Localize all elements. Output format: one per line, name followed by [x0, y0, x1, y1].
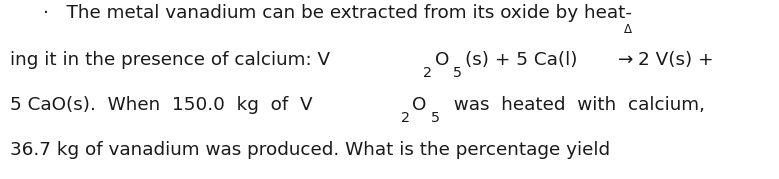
- Text: 5 CaO(s).  When  150.0  kg  of  V: 5 CaO(s). When 150.0 kg of V: [10, 96, 312, 114]
- Text: 2: 2: [400, 111, 410, 125]
- Text: was  heated  with  calcium,: was heated with calcium,: [442, 96, 705, 114]
- Text: (s) + 5 Ca(l): (s) + 5 Ca(l): [465, 51, 583, 69]
- Text: 36.7 kg of vanadium was produced. What is the percentage yield: 36.7 kg of vanadium was produced. What i…: [10, 141, 610, 159]
- Text: 2: 2: [423, 66, 432, 80]
- Text: Δ: Δ: [624, 23, 632, 36]
- Text: 5: 5: [431, 111, 440, 125]
- Text: →: →: [618, 51, 633, 69]
- Text: ing it in the presence of calcium: V: ing it in the presence of calcium: V: [10, 51, 330, 69]
- Text: 5: 5: [453, 66, 463, 80]
- Text: O: O: [435, 51, 449, 69]
- Text: 2 V(s) +: 2 V(s) +: [637, 51, 713, 69]
- Text: ·   The metal vanadium can be extracted from its oxide by heat-: · The metal vanadium can be extracted fr…: [43, 4, 632, 22]
- Text: O: O: [412, 96, 427, 114]
